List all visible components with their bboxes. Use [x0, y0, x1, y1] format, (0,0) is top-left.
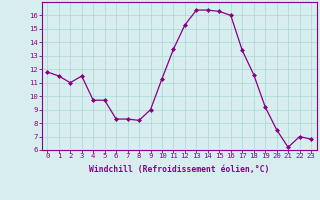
X-axis label: Windchill (Refroidissement éolien,°C): Windchill (Refroidissement éolien,°C): [89, 165, 269, 174]
